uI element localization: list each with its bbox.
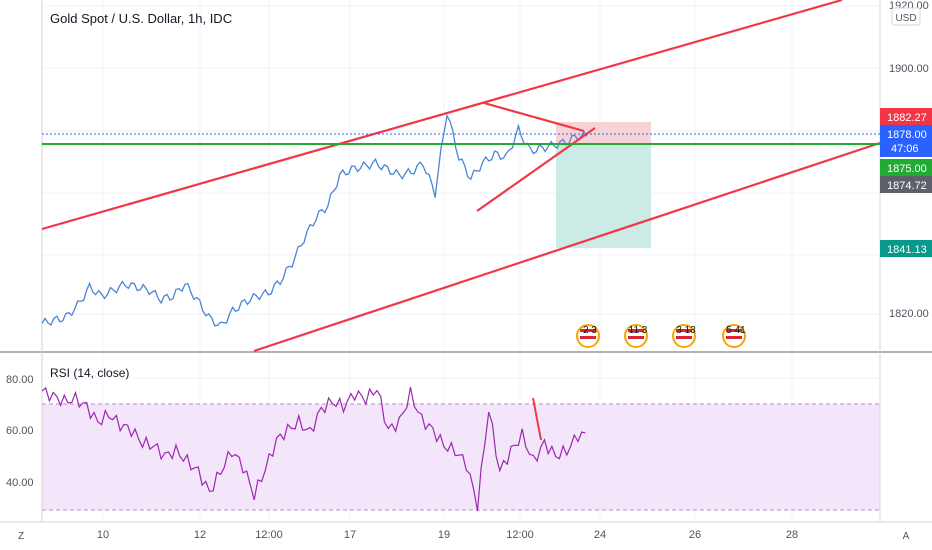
- support-price-tag: [880, 159, 932, 176]
- price-line[interactable]: [41, 113, 588, 327]
- entry-price-label: 1874.72: [887, 180, 927, 192]
- rsi-tick: 80.00: [6, 374, 34, 386]
- channel-upper-line[interactable]: [41, 0, 843, 231]
- time-tick: 19: [438, 529, 450, 541]
- time-tick: 12:00: [255, 529, 283, 541]
- triangle-upper-line[interactable]: [483, 101, 585, 133]
- event-flag[interactable]: 3 13: [672, 324, 696, 348]
- rsi-tick: 40.00: [6, 477, 34, 489]
- price-tick: 1900.00: [889, 63, 929, 75]
- time-tick: 12: [194, 529, 206, 541]
- event-flag-label: 11 3: [629, 325, 648, 336]
- time-tick: 12:00: [506, 529, 534, 541]
- event-flag-label: 3 13: [676, 325, 696, 336]
- event-flag[interactable]: 2 3: [576, 324, 600, 348]
- rsi-tick: 60.00: [6, 425, 34, 437]
- chart-title: Gold Spot / U.S. Dollar, 1h, IDC: [50, 11, 232, 26]
- event-markers[interactable]: 2 3 11 3 3 13 5 41: [576, 324, 746, 348]
- triangle-lower-line[interactable]: [476, 127, 596, 212]
- event-flag[interactable]: 5 41: [722, 324, 746, 348]
- time-tick: 10: [97, 529, 109, 541]
- take-profit-zone[interactable]: [556, 144, 651, 248]
- stop-price-tag: [880, 108, 932, 125]
- time-tick: 24: [594, 529, 606, 541]
- auto-scale-button[interactable]: A: [903, 531, 910, 542]
- last-price-tag: [880, 125, 932, 157]
- currency-label: USD: [895, 13, 916, 24]
- zoom-button[interactable]: Z: [18, 531, 24, 542]
- time-tick: 26: [689, 529, 701, 541]
- rsi-label: RSI (14, close): [50, 366, 129, 380]
- event-flag-label: 2 3: [583, 325, 597, 336]
- last-price-label: 1878.00: [887, 129, 927, 141]
- target-price-label: 1841.13: [887, 244, 927, 256]
- time-tick: 17: [344, 529, 356, 541]
- price-tick: 1820.00: [889, 308, 929, 320]
- rsi-line[interactable]: [41, 386, 586, 512]
- rsi-band: [42, 404, 880, 510]
- bar-countdown: 47:06: [891, 143, 919, 155]
- time-tick: 28: [786, 529, 798, 541]
- channel-lower-line[interactable]: [253, 141, 881, 353]
- event-flag-label: 5 41: [726, 325, 746, 336]
- target-price-tag: [880, 240, 932, 257]
- entry-price-tag: [880, 176, 932, 193]
- currency-button[interactable]: [891, 7, 921, 26]
- rsi-trend-line[interactable]: [532, 397, 542, 441]
- support-price-label: 1875.00: [887, 163, 927, 175]
- stop-price-label: 1882.27: [887, 112, 927, 124]
- event-flag[interactable]: 11 3: [624, 324, 648, 348]
